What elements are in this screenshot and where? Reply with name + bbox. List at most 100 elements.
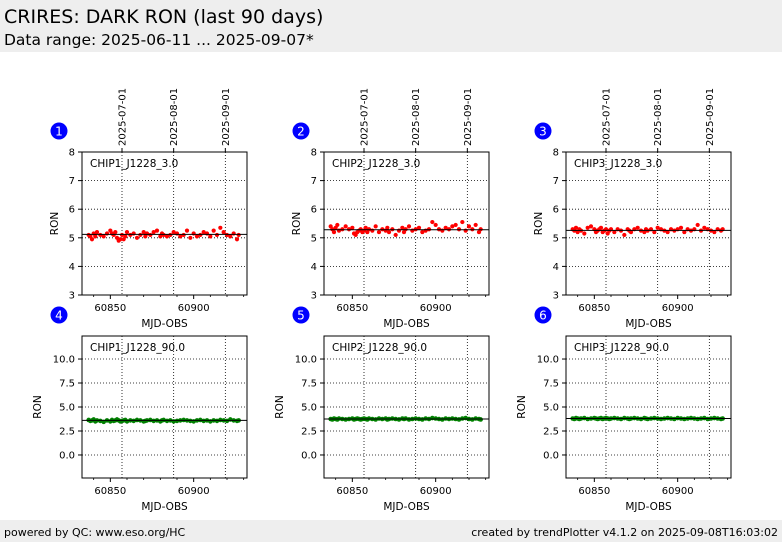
data-point bbox=[231, 231, 236, 236]
data-point bbox=[113, 229, 118, 235]
x-tick-label: 60900 bbox=[420, 486, 452, 497]
chart-panel-4: 0.0 2.5 5.0 7.5 10.0 60850 60900 MJD-OBS RON CHIP… bbox=[32, 306, 248, 513]
data-point bbox=[702, 225, 707, 230]
x-tick-label: 60850 bbox=[336, 303, 368, 314]
data-point bbox=[450, 224, 455, 229]
y-tick-label: 4 bbox=[553, 262, 559, 273]
data-point bbox=[385, 225, 390, 230]
chart-panel-2: 3 4 5 6 7 8 60850 60900 2025-07-01 2025-08-01 2025… bbox=[291, 88, 490, 330]
data-point bbox=[93, 234, 98, 239]
plot-frame bbox=[81, 151, 248, 296]
y-axis-label: RON bbox=[274, 395, 286, 418]
data-point bbox=[440, 228, 445, 233]
y-tick-label: 5.0 bbox=[59, 403, 75, 414]
data-point bbox=[201, 229, 206, 235]
y-tick-label: 6 bbox=[311, 205, 317, 216]
y-axis-label: RON bbox=[516, 395, 528, 418]
panel-number-text: 5 bbox=[297, 309, 305, 323]
y-tick-label: 2.5 bbox=[301, 426, 317, 437]
panel-number-badge bbox=[292, 306, 310, 324]
y-tick-label: 4 bbox=[311, 262, 317, 273]
data-point bbox=[198, 232, 203, 238]
data-point bbox=[131, 231, 136, 236]
x-axis-label: MJD-OBS bbox=[141, 501, 188, 513]
y-tick-label: 3 bbox=[311, 291, 317, 302]
data-point bbox=[214, 232, 220, 238]
date-tick-label: 2025-08-01 bbox=[653, 88, 664, 146]
data-point bbox=[598, 225, 604, 230]
data-point bbox=[390, 227, 395, 232]
data-point bbox=[171, 229, 176, 235]
data-point bbox=[335, 222, 340, 228]
data-point bbox=[582, 231, 587, 236]
y-tick-label: 10.0 bbox=[537, 355, 559, 366]
x-tick-label: 60850 bbox=[336, 486, 368, 497]
data-point bbox=[612, 229, 617, 235]
panel-number-text: 2 bbox=[297, 125, 305, 139]
data-point bbox=[443, 225, 448, 230]
x-axis-label: MJD-OBS bbox=[383, 501, 430, 513]
date-tick-label: 2025-09-01 bbox=[463, 88, 474, 146]
data-point bbox=[433, 222, 438, 228]
y-tick-label: 8 bbox=[553, 148, 559, 159]
x-tick-label: 60900 bbox=[420, 303, 452, 314]
data-point bbox=[655, 225, 660, 230]
panel-number-text: 6 bbox=[539, 309, 547, 323]
y-tick-label: 4 bbox=[69, 262, 75, 273]
panel-number-text: 4 bbox=[55, 309, 63, 323]
data-point bbox=[134, 235, 140, 240]
data-point bbox=[373, 224, 378, 229]
data-point bbox=[208, 234, 213, 239]
data-point bbox=[470, 227, 475, 232]
data-point bbox=[118, 237, 123, 242]
y-axis-label: RON bbox=[533, 212, 545, 235]
y-tick-label: 5.0 bbox=[543, 403, 559, 414]
chart-panel-3: 3 4 5 6 7 8 60850 60900 2025-07-01 2025-08-01 2025… bbox=[533, 88, 732, 330]
data-point bbox=[168, 232, 173, 238]
data-point bbox=[154, 228, 160, 233]
y-tick-label: 7 bbox=[553, 176, 559, 187]
data-point bbox=[350, 225, 355, 230]
panel-number-badge bbox=[534, 122, 552, 140]
plot-frame bbox=[323, 151, 490, 296]
x-tick-label: 60850 bbox=[578, 486, 610, 497]
panel-number-badge bbox=[50, 306, 68, 324]
panel-number-badge bbox=[292, 122, 310, 140]
x-tick-label: 60900 bbox=[178, 486, 210, 497]
data-point bbox=[376, 229, 382, 235]
data-point bbox=[194, 234, 200, 239]
header-bar: CRIRES: DARK RON (last 90 days) Data ran… bbox=[0, 0, 782, 52]
panel-label: CHIP3_J1228_90.0 bbox=[574, 342, 669, 354]
date-tick-label: 2025-07-01 bbox=[360, 88, 371, 146]
footer-bar: powered by QC: www.eso.org/HC created by… bbox=[0, 520, 782, 542]
data-point bbox=[94, 229, 100, 235]
data-point bbox=[188, 235, 193, 240]
data-point bbox=[191, 231, 196, 236]
data-point bbox=[420, 229, 425, 235]
data-point bbox=[695, 222, 700, 228]
y-tick-label: 8 bbox=[311, 148, 317, 159]
data-point bbox=[178, 234, 183, 239]
data-point bbox=[652, 229, 657, 235]
data-point bbox=[141, 229, 146, 235]
y-axis-label: RON bbox=[49, 212, 61, 235]
y-tick-label: 0.0 bbox=[301, 450, 317, 461]
data-point bbox=[164, 234, 170, 239]
data-point bbox=[396, 228, 402, 233]
panel-label: CHIP2_J1228_90.0 bbox=[332, 342, 427, 354]
data-point bbox=[622, 232, 627, 238]
y-tick-label: 5 bbox=[69, 233, 75, 244]
y-tick-label: 0.0 bbox=[543, 450, 559, 461]
x-axis-label: MJD-OBS bbox=[383, 318, 430, 330]
y-tick-label: 3 bbox=[69, 291, 75, 302]
y-tick-label: 5 bbox=[553, 233, 559, 244]
footer-powered-by-link[interactable]: powered by QC: www.eso.org/HC bbox=[4, 526, 186, 539]
data-point bbox=[585, 225, 590, 230]
data-point bbox=[104, 231, 110, 236]
data-point bbox=[588, 224, 594, 229]
data-point bbox=[473, 222, 478, 228]
data-point bbox=[386, 229, 392, 235]
date-tick-label: 2025-07-01 bbox=[602, 88, 613, 146]
panel-label: CHIP1_J1228_90.0 bbox=[90, 342, 185, 354]
